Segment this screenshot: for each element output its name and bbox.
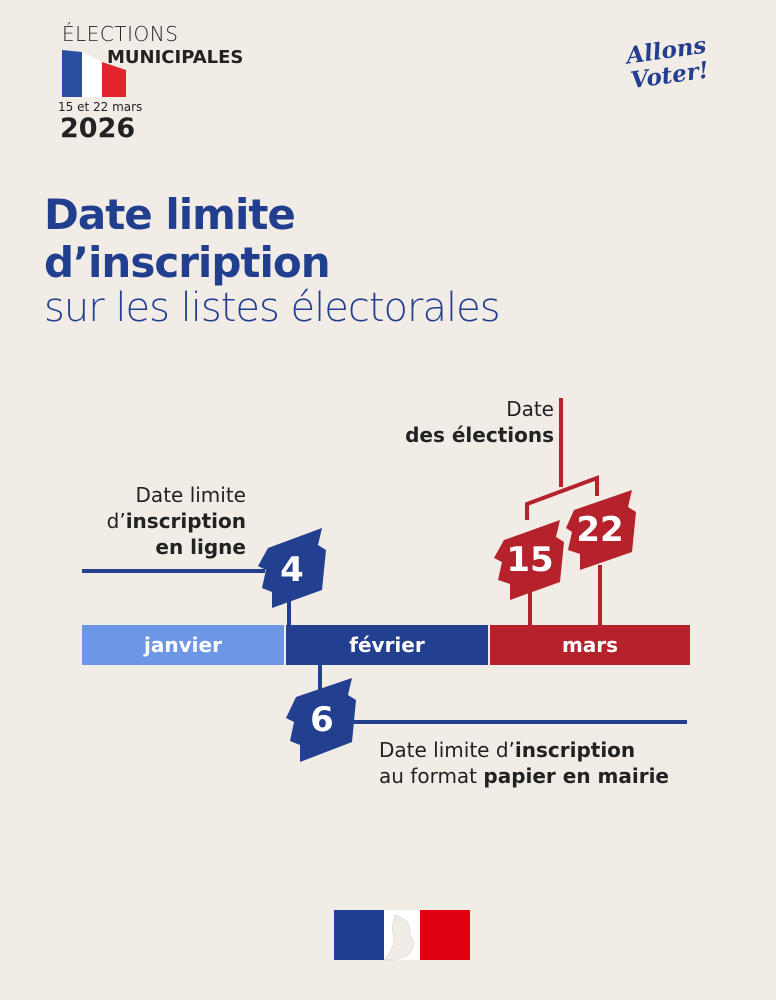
badge-6-shape bbox=[286, 678, 356, 762]
month-mars: mars bbox=[561, 633, 619, 657]
paper-label-prefix: Date limite d’ bbox=[379, 738, 515, 762]
header-elections: ÉLECTIONS bbox=[62, 22, 179, 46]
paper-label-bold: inscription bbox=[514, 738, 636, 762]
header-dates: 15 et 22 mars bbox=[58, 100, 143, 114]
online-label-bold: inscription bbox=[125, 509, 246, 533]
paper-label-line2: au format bbox=[379, 764, 484, 788]
online-label-line1: Date limite bbox=[135, 483, 246, 507]
elections-label-line1: Date bbox=[506, 397, 554, 421]
badge-15-shape bbox=[494, 520, 564, 600]
marianne-logo bbox=[334, 910, 470, 961]
badge-22-shape bbox=[566, 490, 636, 570]
election-bracket bbox=[525, 398, 602, 627]
title-line3: sur les listes électorales bbox=[44, 285, 501, 331]
bar-mars bbox=[490, 625, 690, 665]
badge-4: 4 bbox=[280, 550, 304, 590]
title-line2: d’inscription bbox=[44, 238, 331, 287]
online-label-prefix: d’ bbox=[106, 509, 126, 533]
badge-6: 6 bbox=[310, 700, 334, 740]
online-label: Date limite d’inscription en ligne bbox=[107, 482, 246, 560]
badge-4-shape bbox=[258, 528, 326, 608]
bar-janvier bbox=[82, 625, 284, 665]
elections-label-line2: des élections bbox=[405, 423, 554, 447]
month-janvier: janvier bbox=[144, 633, 222, 657]
month-fevrier: février bbox=[349, 633, 425, 657]
title-line1: Date limite bbox=[44, 190, 296, 239]
elections-label: Date des élections bbox=[405, 396, 554, 448]
flag-icon bbox=[62, 50, 126, 97]
header-year: 2026 bbox=[60, 113, 136, 144]
bar-fevrier bbox=[286, 625, 488, 665]
badge-15: 15 bbox=[506, 540, 554, 580]
paper-label-bold2: papier en mairie bbox=[483, 764, 669, 788]
header-municipales: MUNICIPALES bbox=[107, 47, 244, 68]
online-label-line3: en ligne bbox=[155, 535, 246, 559]
badge-22: 22 bbox=[576, 510, 624, 550]
paper-label: Date limite d’inscription au format papi… bbox=[379, 737, 669, 789]
